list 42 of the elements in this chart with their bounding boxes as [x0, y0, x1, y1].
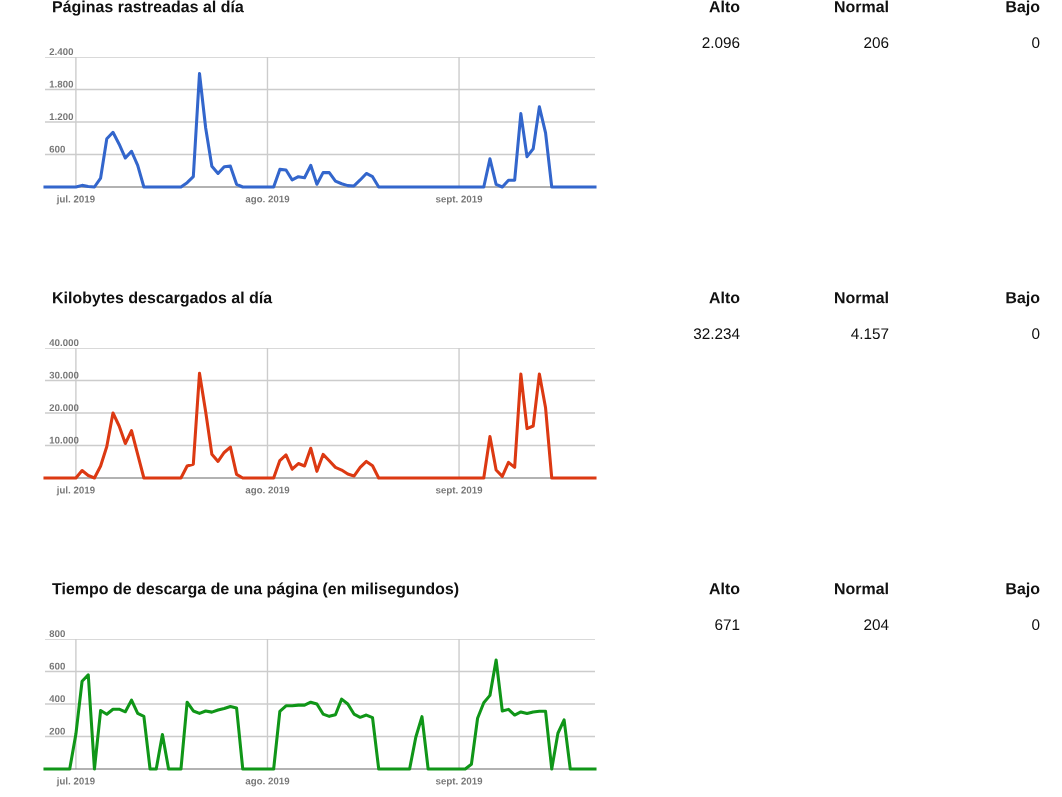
text: 0: [1032, 619, 1040, 631]
y-tick-label: 40.000: [49, 339, 79, 347]
y-tick-label: 600: [49, 145, 65, 153]
text: 2.096: [702, 37, 740, 49]
x-tick-label: ago. 2019: [245, 486, 290, 496]
text: 0: [1032, 37, 1040, 49]
text: Normal: [835, 0, 888, 13]
chart-title: Páginas rastreadas al día: [53, 0, 244, 16]
y-tick-label: 200: [49, 727, 65, 735]
text: 32.234: [693, 328, 740, 340]
chart-title: Kilobytes descargados al día: [53, 291, 273, 307]
text: Bajo: [1006, 0, 1040, 16]
y-tick-label: 600: [49, 662, 65, 670]
text: Bajo: [1006, 291, 1040, 307]
x-tick-label: jul. 2019: [56, 486, 95, 496]
x-tick-label: sept. 2019: [435, 486, 483, 496]
x-tick-label: ago. 2019: [245, 777, 290, 787]
y-tick-label: 20.000: [49, 404, 79, 412]
text: 0: [1032, 328, 1040, 340]
x-tick-label: jul. 2019: [56, 195, 95, 205]
y-tick-label: 800: [49, 630, 65, 638]
text: Normal: [835, 291, 888, 304]
y-tick-label: 2.400: [49, 48, 74, 56]
x-tick-label: ago. 2019: [245, 195, 290, 205]
text: 671: [715, 619, 740, 631]
y-tick-label: 1.200: [49, 113, 74, 121]
chart-title: Tiempo de descarga de una página (en milisegundos): [52, 582, 459, 598]
x-tick-label: jul. 2019: [56, 777, 95, 787]
y-tick-label: 400: [49, 695, 65, 703]
text: Bajo: [1006, 582, 1040, 598]
text: Alto: [709, 291, 740, 304]
text: Normal: [835, 582, 888, 595]
text: 4.157: [851, 328, 889, 340]
x-tick-label: sept. 2019: [435, 195, 483, 205]
y-tick-label: 10.000: [49, 436, 79, 444]
text: Alto: [709, 0, 740, 13]
text: 204: [864, 619, 889, 631]
text: Alto: [709, 582, 740, 595]
text: 206: [864, 37, 889, 49]
y-tick-label: 30.000: [49, 371, 79, 379]
x-tick-label: sept. 2019: [435, 777, 483, 787]
y-tick-label: 1.800: [49, 80, 74, 88]
